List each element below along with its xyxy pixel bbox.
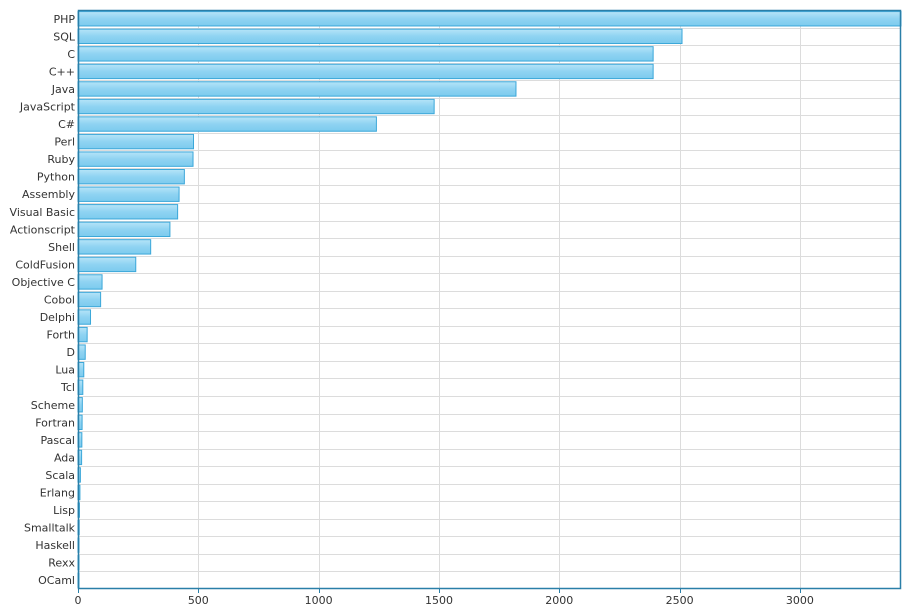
bar-c- [77,63,654,80]
vertical-gridlines [78,10,801,593]
bar-java [77,81,517,97]
x-tick-labels: 0 500 1000 1500 2000 2500 3000 [75,594,814,607]
x-tick-label: 1500 [425,594,453,607]
bar-visual-basic [77,204,179,220]
bar-delphi [77,309,92,325]
x-tick-label: 0 [75,594,82,607]
category-label: SQL [53,30,76,43]
category-label: JavaScript [19,101,76,114]
category-label: Rexx [48,557,75,570]
category-label: Visual Basic [10,206,75,219]
category-label: Scala [45,469,75,482]
category-label: Erlang [40,487,75,500]
category-label: C [67,48,75,61]
bar-coldfusion [77,256,137,273]
category-label: Smalltalk [24,522,76,535]
category-label: Ruby [47,153,75,166]
horizontal-gridlines [78,28,901,572]
category-label: PHP [53,13,75,26]
category-label: Perl [54,136,75,149]
category-label: Objective C [12,276,76,289]
bar-objective-c [77,274,103,290]
category-label: Assembly [22,188,76,201]
category-label: Java [51,83,75,96]
category-label: Python [37,171,75,184]
bar-c- [77,116,377,132]
x-tick-label: 500 [188,594,209,607]
bar-javascript [77,98,435,115]
bar-python [77,168,185,185]
category-label: Pascal [41,434,75,447]
category-label: OCaml [38,574,75,587]
bar-c [77,46,654,62]
bar-cobol [77,291,102,308]
bar-actionscript [77,221,171,238]
x-tick-label: 3000 [786,594,814,607]
category-label: Tcl [60,381,75,394]
category-label: D [67,346,75,359]
x-tick-label: 2000 [545,594,573,607]
bar-forth [77,326,88,343]
category-label: Fortran [35,416,75,429]
category-label: Delphi [40,311,75,324]
category-label: Forth [47,329,76,342]
category-labels: PHP SQL C C++ Java JavaScript C# Perl Ruby Python… [10,13,76,587]
bar-sql [77,28,683,45]
category-label: Actionscript [10,223,76,236]
category-label: Shell [48,241,75,254]
category-label: Ada [54,451,75,464]
category-label: Lua [55,364,75,377]
category-label: C# [58,118,75,131]
category-label: Scheme [31,399,75,412]
bar-php [77,11,902,27]
category-label: C++ [49,65,75,78]
bar-perl [77,133,195,150]
plot-frame [77,9,902,590]
x-tick-label: 1000 [305,594,333,607]
bar-ruby [77,151,194,167]
x-tick-label: 2500 [666,594,694,607]
category-label: ColdFusion [15,258,75,271]
bar-shell [77,239,152,255]
category-label: Cobol [44,294,75,307]
category-label: Haskell [35,539,75,552]
bar-assembly [77,186,180,202]
category-label: Lisp [53,504,75,517]
